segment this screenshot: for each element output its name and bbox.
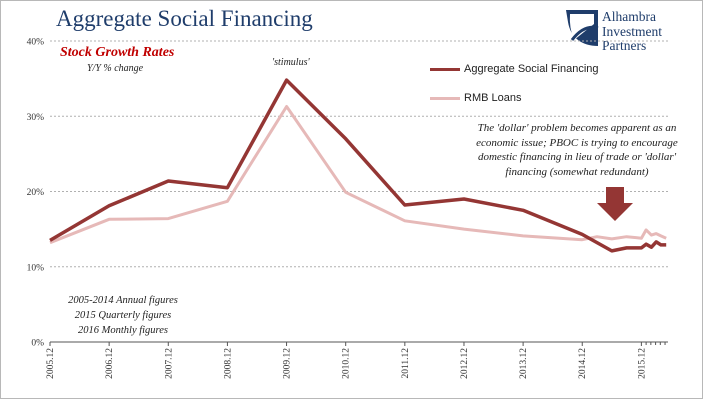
- logo-line-2: Investment: [602, 23, 662, 39]
- figures-note-line-2: 2015 Quarterly figures: [74, 310, 172, 321]
- dollar-problem-annotation: The 'dollar' problem becomes apparent as…: [476, 122, 678, 178]
- logo-mark-icon: [566, 10, 599, 46]
- y-tick-label: 20%: [27, 188, 45, 198]
- grid-lines: [50, 40, 668, 268]
- stimulus-annotation: 'stimulus': [272, 57, 310, 68]
- x-tick-label: 2005.12: [46, 348, 56, 379]
- legend-item-aggregate-social-financing: Aggregate Social Financing: [430, 63, 599, 75]
- x-tick-label: 2008.12: [223, 348, 233, 379]
- y-axis-label: Y/Y % change: [87, 63, 144, 74]
- y-axis-ticks: 0% 10% 20% 30% 40%: [27, 38, 45, 349]
- series-line-aggregate-social-financing: [49, 78, 667, 253]
- logo-text: Alhambra Investment Partners: [602, 9, 662, 54]
- logo-line-1: Alhambra: [602, 9, 656, 24]
- y-tick-label: 40%: [27, 38, 45, 48]
- logo-line-3: Partners: [602, 38, 647, 53]
- x-axis-ticks: 2005.12 2006.12 2007.12 2008.12 2009.12 2010.…: [46, 342, 666, 379]
- x-tick-label: 2015.12: [637, 348, 647, 379]
- x-tick-label: 2007.12: [164, 348, 174, 379]
- y-tick-label: 0%: [31, 339, 44, 349]
- x-tick-label: 2009.12: [283, 348, 293, 379]
- legend-swatch-asf: [430, 67, 460, 71]
- figures-note-line-3: 2016 Monthly figures: [77, 325, 169, 336]
- chart-subtitle: Stock Growth Rates: [60, 45, 175, 60]
- legend-label-rmb: RMB Loans: [464, 92, 522, 104]
- figures-note-line-1: 2005-2014 Annual figures: [68, 295, 178, 306]
- figures-note: 2005-2014 Annual figures 2015 Quarterly …: [58, 293, 188, 338]
- y-tick-label: 10%: [27, 263, 45, 273]
- x-tick-label: 2011.12: [401, 348, 411, 379]
- legend-swatch-rmb: [430, 96, 460, 100]
- series-line-rmb-loans: [49, 105, 667, 245]
- x-tick-label: 2013.12: [519, 348, 529, 379]
- down-arrow-icon: [597, 187, 633, 221]
- logo: Alhambra Investment Partners: [566, 9, 700, 62]
- x-tick-label: 2006.12: [105, 348, 115, 379]
- legend-item-rmb-loans: RMB Loans: [430, 92, 521, 104]
- x-tick-label: 2014.12: [578, 348, 588, 379]
- x-tick-label: 2010.12: [342, 348, 352, 379]
- chart-title: Aggregate Social Financing: [56, 6, 313, 31]
- y-tick-label: 30%: [27, 113, 45, 123]
- x-tick-label: 2012.12: [460, 348, 470, 379]
- legend-label-asf: Aggregate Social Financing: [464, 63, 599, 75]
